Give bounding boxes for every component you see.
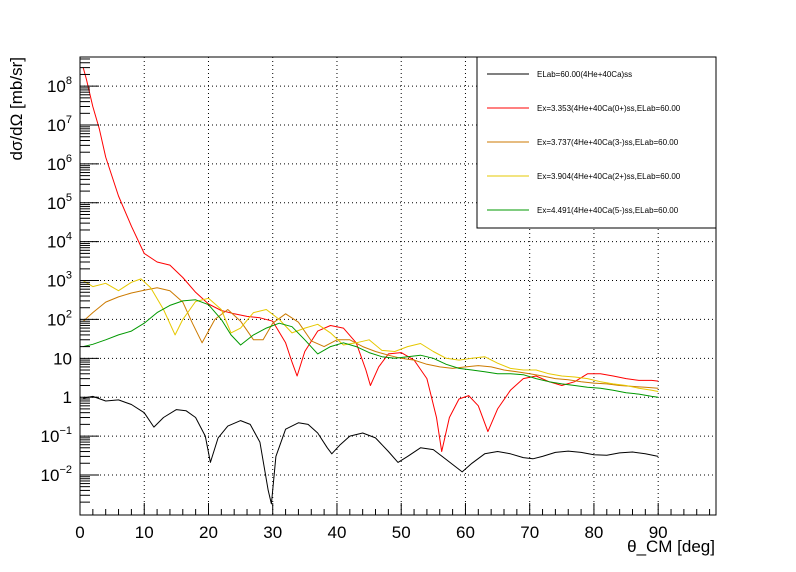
y-tick-label: 107 (47, 114, 72, 135)
y-tick-labels: 10−2 10−1 1 10 102 103 104 105 106 107 108 (41, 75, 72, 485)
legend: ELab=60.00(4He+40Ca)ss Ex=3.353(4He+40Ca(… (476, 56, 717, 229)
x-tick-label: 20 (199, 523, 218, 542)
x-axis-title: θ_CM [deg] (627, 537, 715, 556)
y-tick-label: 10 (53, 349, 72, 368)
legend-label-4: Ex=3.904(4He+40Ca(2+)ss,ELab=60.00 (537, 172, 681, 181)
series-line-1 (83, 395, 659, 505)
series-line-3 (82, 287, 659, 389)
y-tick-label: 1 (63, 388, 72, 407)
ticks (79, 58, 711, 515)
y-tick-label: 104 (47, 231, 72, 252)
y-tick-label: 106 (47, 153, 72, 174)
y-axis-title: dσ/dΩ [mb/sr] (7, 57, 26, 161)
x-tick-label: 10 (135, 523, 154, 542)
legend-label-5: Ex=4.491(4He+40Ca(5-)ss,ELab=60.00 (537, 206, 679, 215)
y-tick-label: 10−1 (41, 425, 72, 446)
series-line-5 (83, 299, 659, 398)
x-tick-label: 40 (328, 523, 347, 542)
y-tick-label: 102 (47, 308, 72, 329)
x-tick-label: 80 (584, 523, 603, 542)
legend-label-1: ELab=60.00(4He+40Ca)ss (537, 70, 632, 79)
legend-label-3: Ex=3.737(4He+40Ca(3-)ss,ELab=60.00 (537, 138, 679, 147)
y-tick-label: 108 (47, 75, 72, 96)
series-line-4 (82, 278, 659, 392)
x-tick-label: 0 (75, 523, 84, 542)
x-tick-label: 70 (520, 523, 539, 542)
x-tick-label: 50 (392, 523, 411, 542)
series-layer (82, 67, 659, 505)
x-tick-label: 60 (456, 523, 475, 542)
y-tick-label: 103 (47, 270, 72, 291)
plot-frame (79, 56, 717, 516)
y-tick-label: 10−2 (41, 464, 72, 485)
legend-label-2: Ex=3.353(4He+40Ca(0+)ss,ELab=60.00 (537, 104, 681, 113)
x-tick-label: 30 (263, 523, 282, 542)
x-tick-label: 90 (649, 523, 668, 542)
y-tick-label: 105 (47, 192, 72, 213)
x-tick-labels: 0 10 20 30 40 50 60 70 80 90 (75, 523, 667, 542)
